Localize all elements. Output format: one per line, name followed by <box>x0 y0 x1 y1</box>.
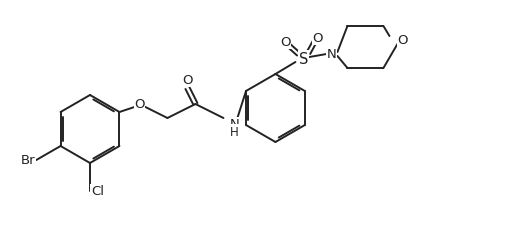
Text: N: N <box>230 118 239 131</box>
Text: O: O <box>397 34 408 47</box>
Text: O: O <box>134 98 145 111</box>
Text: Cl: Cl <box>91 185 104 198</box>
Text: O: O <box>182 74 193 87</box>
Text: S: S <box>299 51 308 66</box>
Text: O: O <box>312 32 323 45</box>
Text: H: H <box>230 125 238 138</box>
Text: Br: Br <box>21 154 36 167</box>
Text: O: O <box>280 36 291 49</box>
Text: N: N <box>327 48 336 61</box>
